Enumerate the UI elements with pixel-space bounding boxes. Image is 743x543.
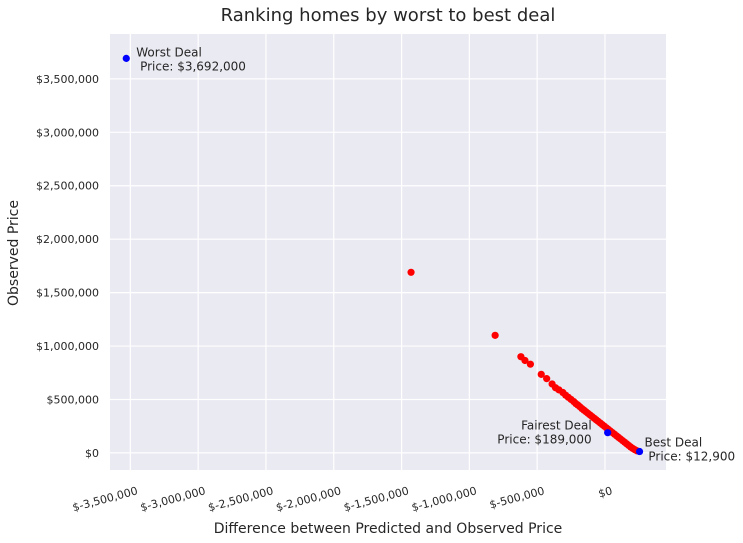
data-point — [526, 360, 534, 368]
y-axis-title: Observed Price — [6, 200, 22, 306]
annotation-label: Worst Deal Price: $3,692,000 — [136, 45, 246, 73]
data-point — [537, 370, 545, 378]
x-tick-label: $-3,500,000 — [71, 484, 139, 514]
annotation-label: Fairest Deal Price: $189,000 — [497, 419, 591, 447]
y-tick-label: $3,500,000 — [36, 73, 99, 86]
x-tick-label: $-500,000 — [488, 484, 546, 511]
y-tick-label: $3,000,000 — [36, 126, 99, 139]
chart-title: Ranking homes by worst to best deal — [221, 5, 556, 26]
y-tick-label: $2,500,000 — [36, 180, 99, 193]
x-tick-label: $-3,000,000 — [139, 484, 207, 514]
x-tick-label: $-2,500,000 — [207, 484, 275, 514]
x-tick-label: $-1,000,000 — [410, 484, 478, 514]
data-points — [122, 54, 644, 456]
annotations: Worst Deal Price: $3,692,000 Fairest Deal… — [136, 45, 735, 463]
x-axis-title: Difference between Predicted and Observe… — [214, 521, 563, 537]
y-tick-label: $1,500,000 — [36, 287, 99, 300]
x-tick-label: $-2,000,000 — [274, 484, 342, 514]
annotation-label: Best Deal Price: $12,900 — [645, 436, 736, 464]
y-tick-label: $1,000,000 — [36, 340, 99, 353]
y-tick-label: $500,000 — [47, 393, 100, 406]
highlight-point — [122, 54, 130, 62]
highlight-point — [604, 429, 612, 437]
x-tick-labels: $-3,500,000 $-3,000,000 $-2,500,000 $-2,000… — [71, 484, 614, 514]
data-point — [521, 356, 529, 365]
highlight-point — [635, 447, 644, 456]
x-tick-label: $0 — [597, 484, 614, 500]
data-point — [491, 331, 499, 339]
y-tick-label: $0 — [85, 447, 99, 460]
x-tick-label: $-1,500,000 — [342, 484, 410, 514]
y-tick-label: $2,000,000 — [36, 233, 99, 246]
y-tick-labels: $0 $500,000 $1,000,000 $1,500,000 $2,000,000… — [36, 73, 99, 460]
data-point — [543, 375, 551, 383]
data-point — [407, 268, 415, 276]
